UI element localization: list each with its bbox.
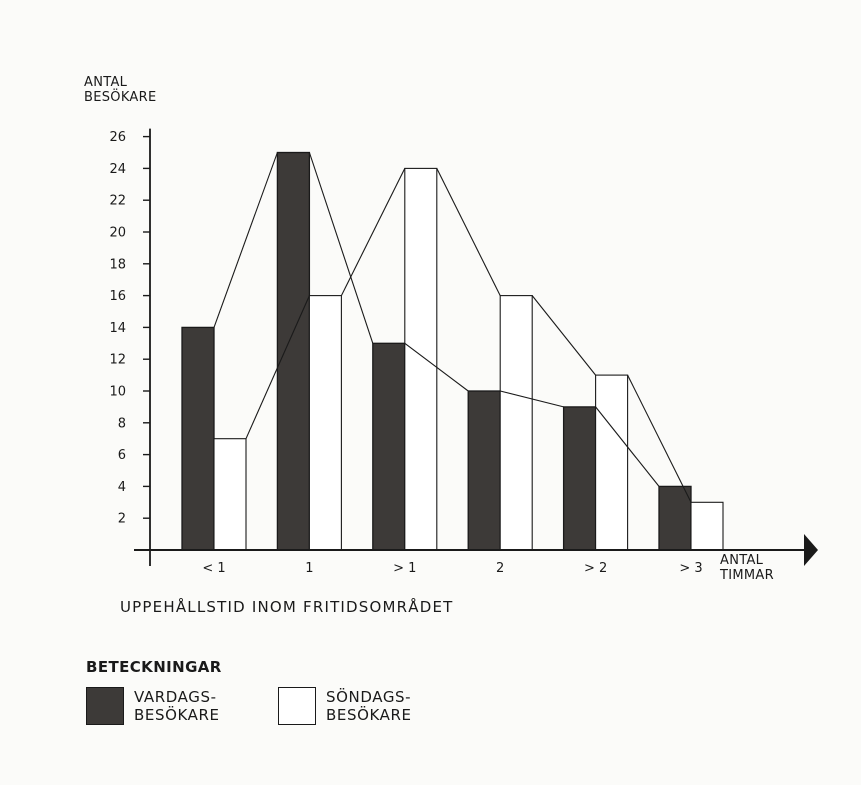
y-tick-label: 24 [109, 162, 126, 177]
y-tick-label: 12 [109, 353, 126, 368]
series-line-weekday [213, 152, 278, 328]
series-line-weekday [404, 342, 469, 392]
legend-swatch-sunday [278, 687, 316, 725]
bar-weekday [658, 485, 692, 551]
legend-label-sunday-line-1: SÖNDAGS- [326, 688, 412, 706]
series-line-weekday [500, 390, 564, 408]
x-tick-label: > 2 [584, 561, 607, 576]
series-line-sunday [436, 168, 501, 296]
bar-weekday [467, 390, 501, 551]
bar-weekday [372, 342, 406, 551]
legend-item-sunday: SÖNDAGS- BESÖKARE [278, 687, 412, 725]
series-line-sunday [627, 374, 692, 503]
y-tick-label: 10 [109, 385, 126, 400]
series-line-sunday [340, 168, 406, 296]
bar-sunday [690, 501, 724, 551]
bar-sunday [213, 438, 247, 551]
y-axis-label-line-2: BESÖKARE [84, 90, 157, 105]
x-axis-unit-label: ANTAL TIMMAR [720, 553, 774, 583]
legend-swatch-weekday [86, 687, 124, 725]
x-tick-label: > 1 [393, 561, 416, 576]
x-tick-label: 1 [305, 561, 313, 576]
y-tick-label: 18 [109, 257, 126, 272]
series-line-sunday [245, 295, 310, 439]
y-tick-label: 14 [109, 321, 126, 336]
series-line-sunday [531, 295, 597, 376]
legend-label-weekday-line-1: VARDAGS- [134, 688, 217, 706]
bar-sunday [499, 295, 533, 551]
bar-sunday [595, 374, 629, 551]
series-line-weekday [595, 406, 660, 487]
legend-item-weekday: VARDAGS- BESÖKARE [86, 687, 220, 725]
bar-weekday [276, 151, 311, 551]
x-axis-unit-line-2: TIMMAR [720, 568, 774, 583]
series-line-weekday [308, 152, 374, 344]
x-axis-arrow [804, 534, 818, 566]
legend-label-weekday-line-2: BESÖKARE [134, 706, 220, 724]
x-tick-label: < 1 [202, 561, 225, 576]
y-axis-label-line-1: ANTAL [84, 75, 128, 90]
bar-sunday [308, 295, 342, 551]
y-tick-label: 22 [109, 194, 126, 209]
legend-label-sunday: SÖNDAGS- BESÖKARE [326, 687, 412, 724]
x-axis-title: UPPEHÅLLSTID INOM FRITIDSOMRÅDET [120, 598, 454, 616]
x-axis-unit-line-1: ANTAL [720, 553, 764, 568]
legend-label-weekday: VARDAGS- BESÖKARE [134, 687, 220, 724]
y-tick-label: 16 [109, 289, 126, 304]
y-axis-label: ANTAL BESÖKARE [84, 75, 156, 105]
bar-weekday [181, 326, 215, 551]
y-tick-label: 8 [118, 416, 126, 431]
y-tick-label: 2 [118, 512, 126, 527]
legend-title: BETECKNINGAR [86, 658, 222, 676]
y-tick-label: 26 [109, 130, 126, 145]
y-tick-label: 4 [118, 480, 126, 495]
y-tick-label: 20 [109, 226, 126, 241]
legend-label-sunday-line-2: BESÖKARE [326, 706, 412, 724]
x-tick-label: 2 [496, 561, 504, 576]
y-tick-label: 6 [118, 448, 126, 463]
x-tick-label: > 3 [679, 561, 702, 576]
bar-weekday [562, 406, 597, 551]
bar-sunday [404, 167, 438, 551]
